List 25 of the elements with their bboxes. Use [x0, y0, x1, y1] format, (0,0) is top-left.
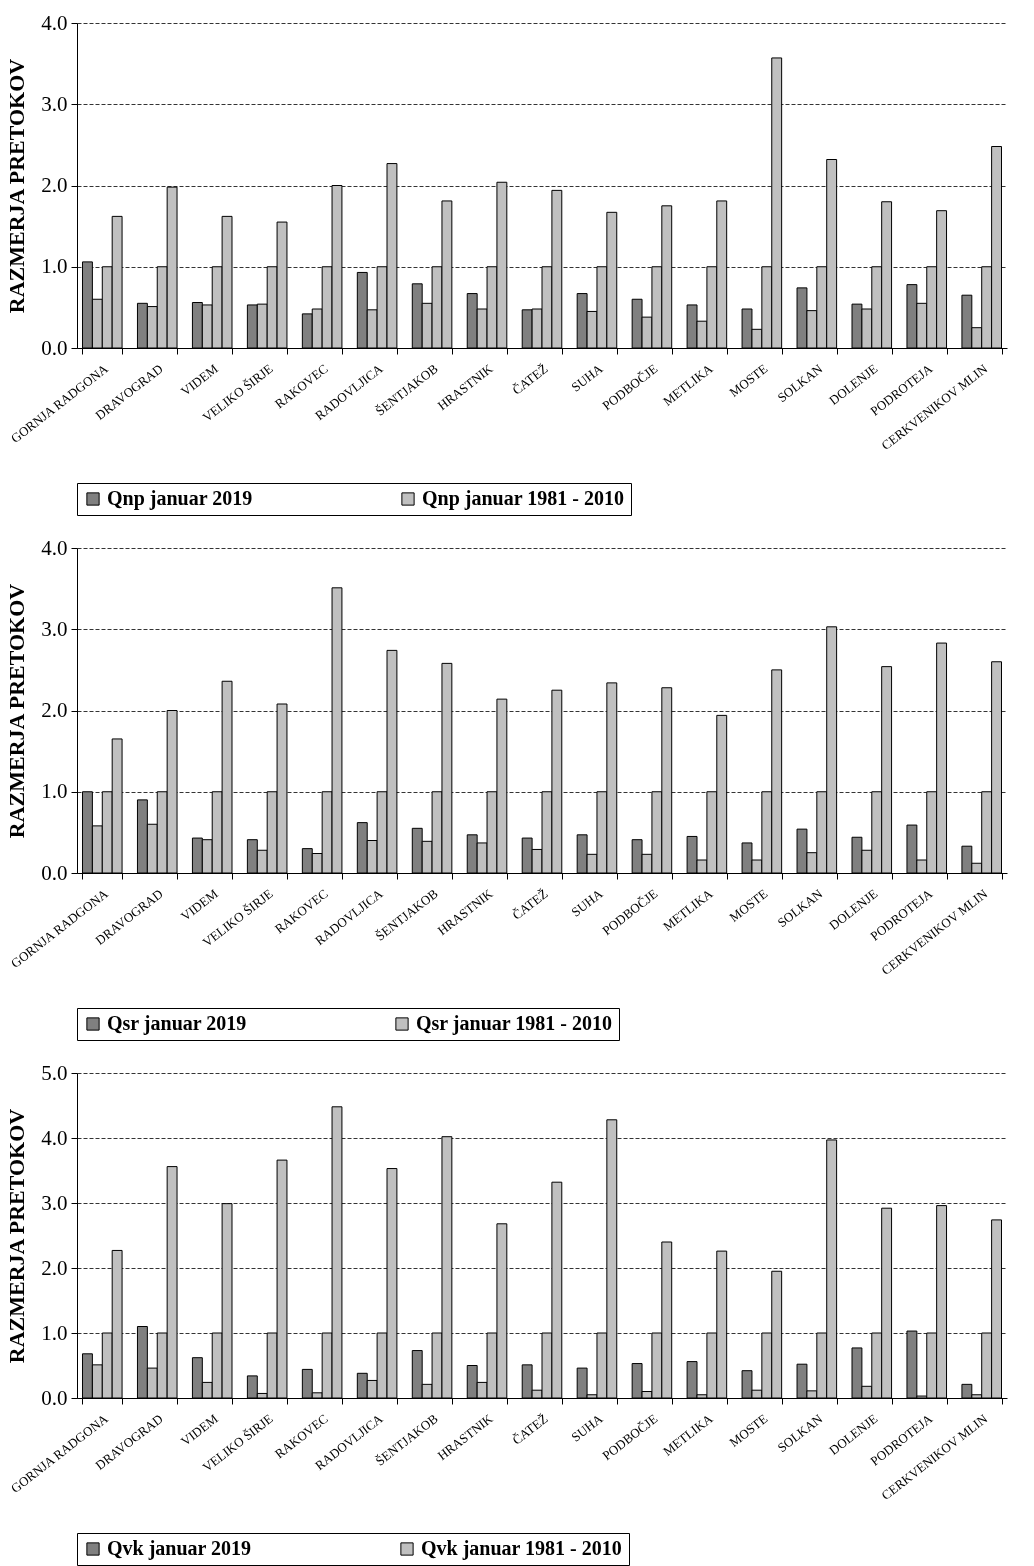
y-tick-label: 3.0 — [41, 616, 68, 641]
y-axis-title: RAZMERJA PRETOKOV — [4, 583, 30, 839]
y-tick-label: 5.0 — [41, 1060, 68, 1085]
legend-label: Qnp januar 2019 — [107, 487, 253, 510]
y-tick-label: 1.0 — [41, 779, 68, 804]
legend-label: Qvk januar 2019 — [107, 1537, 252, 1560]
legend-label: Qsr januar 1981 - 2010 — [416, 1012, 612, 1035]
y-tick-label: 2.0 — [41, 1255, 68, 1280]
y-tick-label: 0.0 — [41, 860, 68, 885]
legend-label: Qnp januar 1981 - 2010 — [422, 487, 624, 510]
y-tick-label: 3.0 — [41, 91, 68, 116]
y-tick-label: 4.0 — [41, 535, 68, 560]
y-tick-label: 3.0 — [41, 1190, 68, 1215]
y-tick-label: 2.0 — [41, 173, 68, 197]
legend-label: Qsr januar 2019 — [107, 1012, 247, 1035]
y-axis-title: RAZMERJA PRETOKOV — [4, 1108, 30, 1364]
y-tick-label: 4.0 — [41, 1125, 68, 1150]
legend-label: Qvk januar 1981 - 2010 — [421, 1537, 622, 1560]
y-axis-title: RAZMERJA PRETOKOV — [4, 58, 30, 314]
y-tick-label: 1.0 — [41, 254, 68, 279]
y-tick-label: 0.0 — [41, 335, 68, 360]
y-tick-label: 0.0 — [41, 1385, 68, 1410]
y-tick-label: 1.0 — [41, 1320, 68, 1345]
y-tick-label: 4.0 — [41, 10, 68, 35]
y-tick-label: 2.0 — [41, 698, 68, 722]
